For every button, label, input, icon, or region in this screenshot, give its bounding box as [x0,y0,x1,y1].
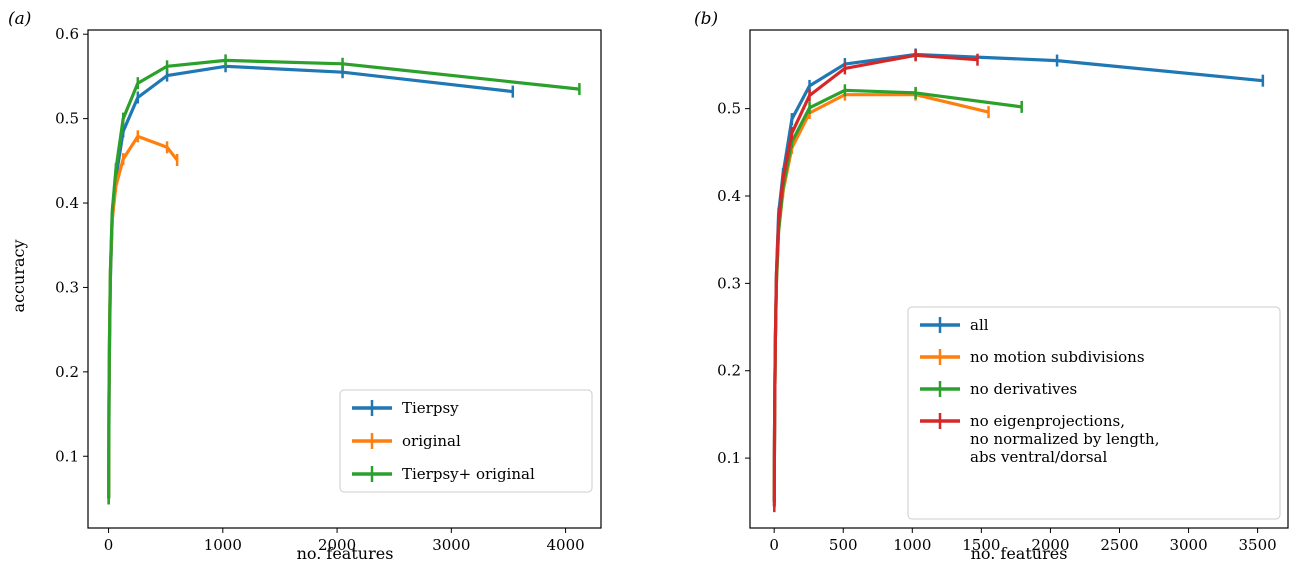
panel-a-y-tick-label: 0.1 [55,447,79,465]
panel-a-y-axis-label: accuracy [9,240,28,313]
panel-a-x-tick-label: 2000 [318,536,356,554]
panel-b-legend-label: all [970,316,989,334]
panel-a-legend-label: Tierpsy+ original [402,465,535,483]
panel-a-plot-frame [87,29,602,529]
panel-a-legend-label: original [402,432,461,450]
panel-b-x-tick-label: 1500 [962,536,1000,554]
panel-a-series-line-2 [107,134,179,499]
panel-a-x-tick-label: 3000 [432,536,470,554]
panel-b-x-tick-label: 3000 [1169,536,1207,554]
panel-b-y-tick-label: 0.4 [717,187,741,205]
panel-b-series [772,48,1265,513]
panel-b-chart: (b) no. features 0 500 1000 1500 2000 2500 300… [694,9,1289,563]
panel-a-legend-label: Tierpsy [402,399,459,417]
panel-b-x-tick-label: 0 [769,536,779,554]
panel-b-legend-box [907,306,1281,520]
panel-a-legend: Tierpsy original Tierpsy+ original [339,389,593,493]
panel-b-series-line-4 [772,53,978,507]
panel-b-y-tick-label: 0.3 [717,274,741,292]
panel-a-x-tick-label: 0 [104,536,114,554]
panel-a-y-tick-label: 0.2 [55,363,79,381]
panel-b-x-tick-label: 2500 [1100,536,1138,554]
panel-b-y-tick-label: 0.2 [717,362,741,380]
panel-a-legend-box [339,389,593,493]
panel-a-y-tick-label: 0.4 [55,194,79,212]
panel-a-y-tick-label: 0.5 [55,110,79,128]
panel-a-x-tick-label: 4000 [546,536,584,554]
panel-b-x-tick-label: 500 [829,536,858,554]
panel-a-series [107,54,581,505]
panel-a-x-tick-label: 1000 [204,536,242,554]
panel-b-ticks: 0 500 1000 1500 2000 2500 3000 3500 0.1 0.2 0.3 0.4… [717,100,1277,554]
panel-a-x-axis-label: no. features [297,544,394,563]
panel-b-y-tick-label: 0.5 [717,100,741,118]
panel-b-legend-label: no motion subdivisions [970,348,1145,366]
panel-b-x-tick-label: 1000 [893,536,931,554]
panel-a-y-tick-label: 0.3 [55,278,79,296]
panel-a-ticks: 0 1000 2000 3000 4000 0.1 0.2 0.3 0.4 0.5 0.6 [55,25,585,554]
panel-b-y-tick-label: 0.1 [717,449,741,467]
panel-b-x-tick-label: 3500 [1239,536,1277,554]
panel-b-plot-frame [749,29,1289,529]
panel-a-chart: (a) accuracy no. features 0 1000 2000 3000 4… [8,9,602,563]
panel-a-label: (a) [8,9,31,29]
panel-b-label: (b) [694,9,718,29]
panel-b-legend: all no motion subdivisions no derivatives n… [907,306,1281,520]
panel-a-y-tick-label: 0.6 [55,25,79,43]
panel-b-legend-label: no derivatives [970,380,1077,398]
panel-b-x-axis-label: no. features [971,544,1068,563]
panel-b-x-tick-label: 2000 [1031,536,1069,554]
panel-b-legend-label: no eigenprojections, no normalized by len… [970,412,1159,466]
